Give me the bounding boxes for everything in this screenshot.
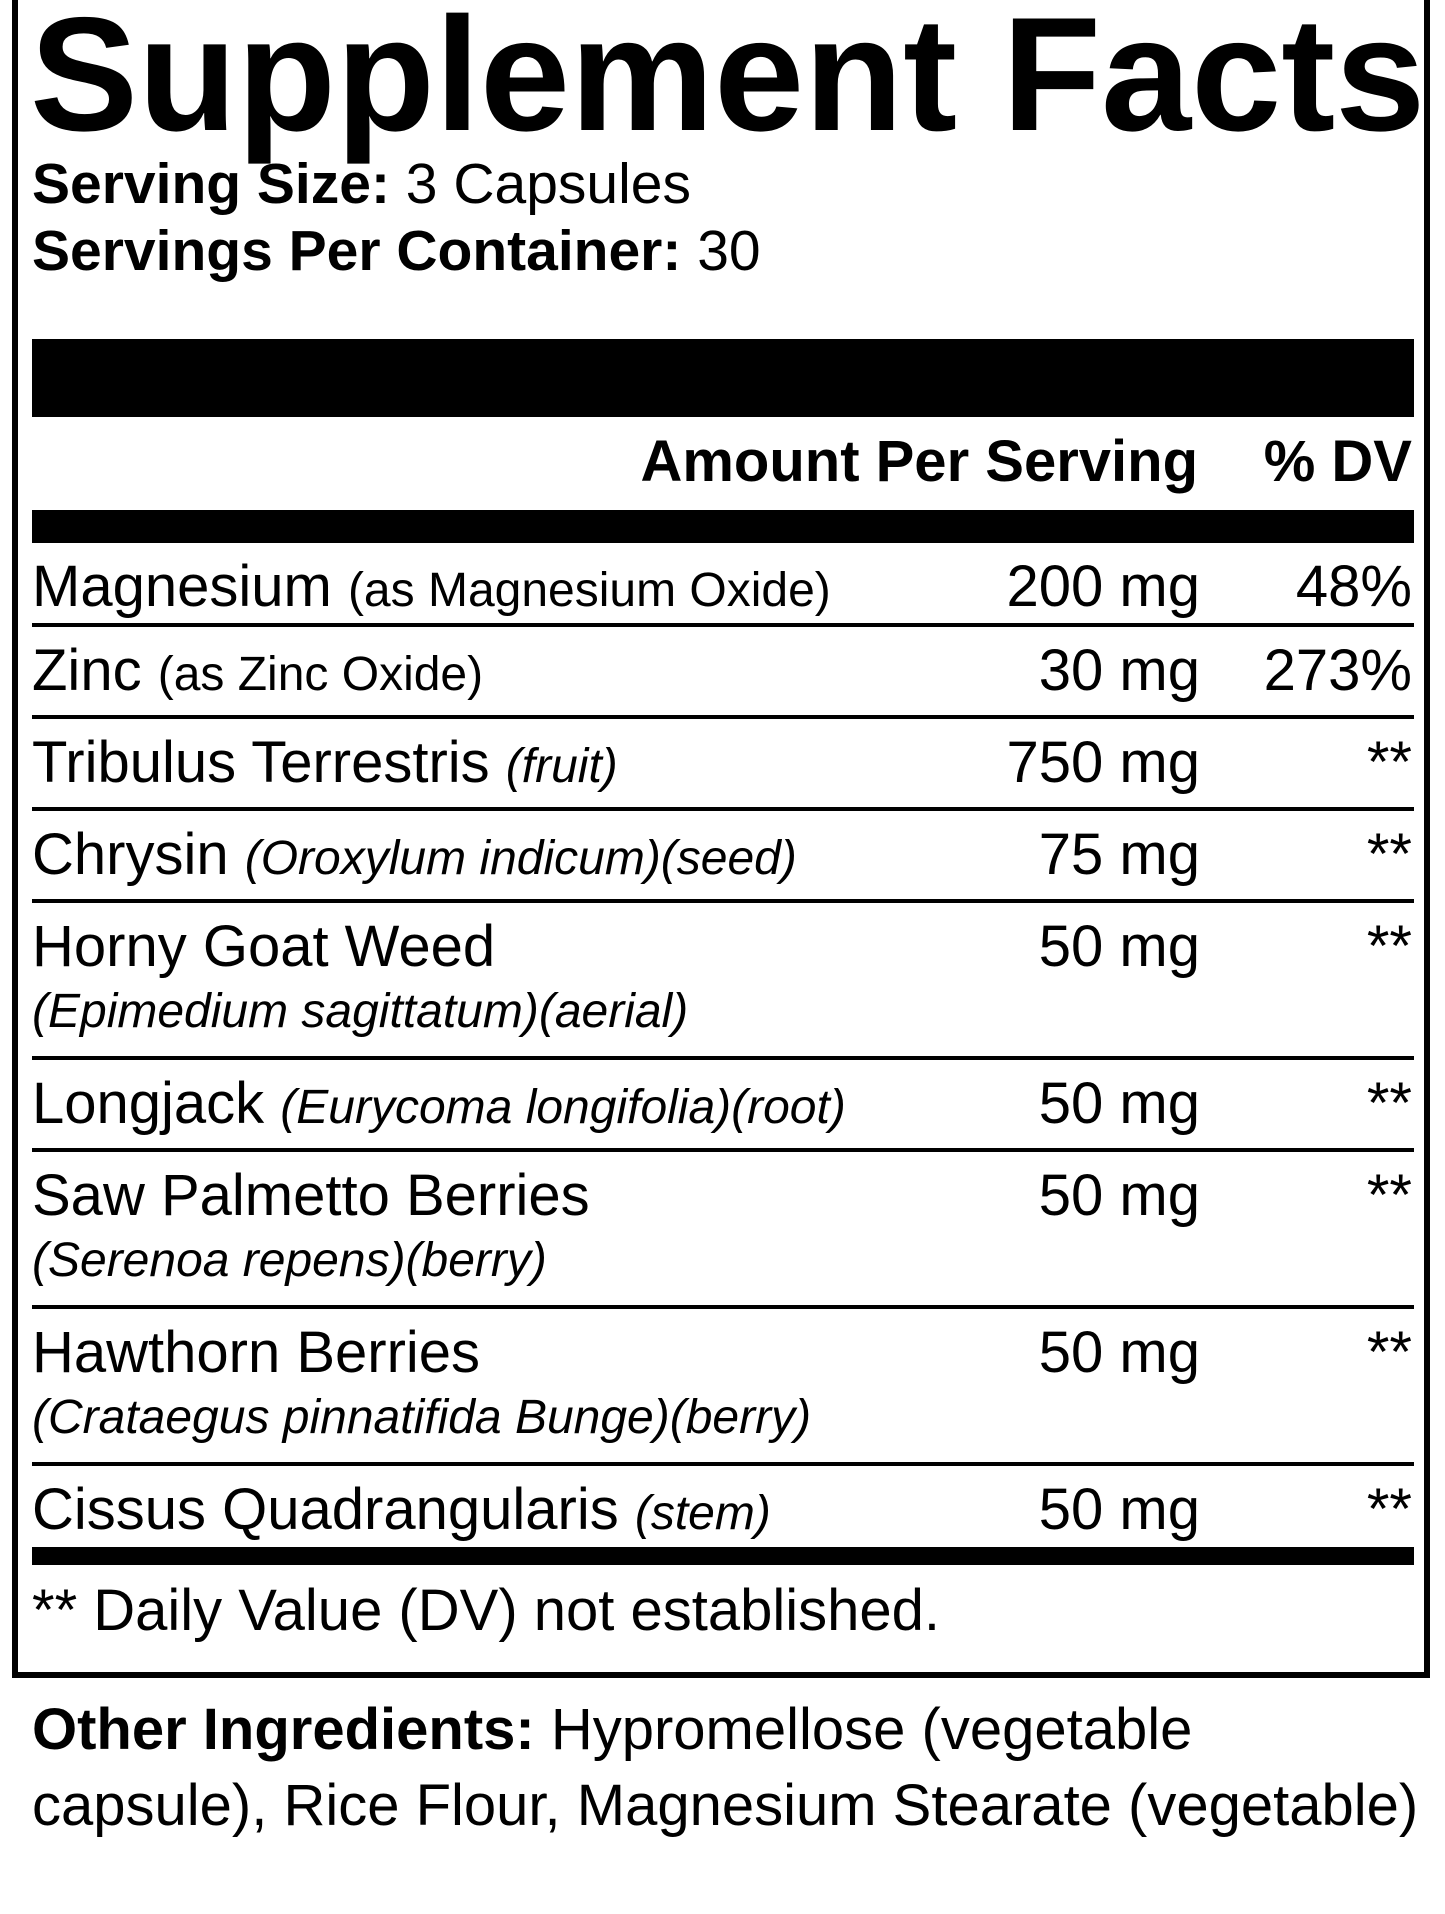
nutrient-amount: 50 mg <box>1038 1071 1200 1136</box>
table-row: Horny Goat Weed (Epimedium sagittatum)(ae… <box>32 903 1414 1060</box>
other-ingredients: Other Ingredients: Hypromellose (vegetab… <box>32 1692 1422 1844</box>
nutrient-name: Hawthorn Berries (Crataegus pinnatifida B… <box>32 1320 812 1444</box>
table-row: Tribulus Terrestris (fruit) 750 mg ** <box>32 719 1414 811</box>
bottom-divider <box>32 1547 1414 1565</box>
nutrient-dv: ** <box>1366 730 1412 795</box>
dv-footnote: ** Daily Value (DV) not established. <box>32 1578 941 1643</box>
table-row: Longjack (Eurycoma longifolia)(root) 50 … <box>32 1060 1414 1152</box>
header-divider <box>32 510 1414 543</box>
nutrient-amount: 75 mg <box>1038 822 1200 887</box>
serving-size: Serving Size: 3 Capsules <box>32 153 691 215</box>
nutrient-amount: 50 mg <box>1038 1477 1200 1542</box>
servings-per-container: Servings Per Container: 30 <box>32 220 761 282</box>
nutrient-name: Tribulus Terrestris (fruit) <box>32 730 618 795</box>
nutrient-dv: 48% <box>1295 554 1412 619</box>
nutrient-amount: 200 mg <box>1006 554 1200 619</box>
table-row: Magnesium (as Magnesium Oxide) 200 mg 48… <box>32 543 1414 627</box>
nutrient-name: Cissus Quadrangularis (stem) <box>32 1477 771 1542</box>
other-ingredients-value: Hypromellose (vegetable capsule), Rice F… <box>32 1697 1419 1838</box>
nutrient-dv: ** <box>1366 1163 1412 1228</box>
nutrient-dv: 273% <box>1263 638 1412 703</box>
thick-divider <box>32 339 1414 417</box>
table-row: Saw Palmetto Berries (Serenoa repens)(ber… <box>32 1152 1414 1309</box>
supplement-facts-panel <box>12 0 1430 1678</box>
nutrient-name: Magnesium (as Magnesium Oxide) <box>32 554 831 619</box>
nutrient-dv: ** <box>1366 822 1412 887</box>
column-header: Amount Per Serving % DV <box>32 424 1414 500</box>
nutrient-name: Saw Palmetto Berries (Serenoa repens)(ber… <box>32 1163 590 1287</box>
servings-per-container-value: 30 <box>697 219 761 283</box>
servings-per-container-label: Servings Per Container: <box>32 219 682 283</box>
serving-size-label: Serving Size: <box>32 152 390 216</box>
nutrient-amount: 30 mg <box>1038 638 1200 703</box>
table-row: Cissus Quadrangularis (stem) 50 mg ** <box>32 1466 1414 1550</box>
serving-size-value: 3 Capsules <box>405 152 691 216</box>
amount-header: Amount Per Serving <box>640 429 1198 494</box>
dv-header: % DV <box>1263 429 1412 494</box>
nutrient-amount: 750 mg <box>1006 730 1200 795</box>
nutrient-dv: ** <box>1366 1477 1412 1542</box>
table-row: Zinc (as Zinc Oxide) 30 mg 273% <box>32 627 1414 719</box>
table-row: Chrysin (Oroxylum indicum)(seed) 75 mg *… <box>32 811 1414 903</box>
nutrient-dv: ** <box>1366 914 1412 979</box>
panel-title: Supplement Facts <box>30 0 1426 165</box>
nutrient-amount: 50 mg <box>1038 1163 1200 1228</box>
nutrient-name: Longjack (Eurycoma longifolia)(root) <box>32 1071 846 1136</box>
table-row: Hawthorn Berries (Crataegus pinnatifida B… <box>32 1309 1414 1466</box>
nutrient-name: Chrysin (Oroxylum indicum)(seed) <box>32 822 797 887</box>
nutrient-amount: 50 mg <box>1038 1320 1200 1385</box>
nutrient-name: Horny Goat Weed (Epimedium sagittatum)(ae… <box>32 914 689 1038</box>
nutrient-amount: 50 mg <box>1038 914 1200 979</box>
nutrient-dv: ** <box>1366 1071 1412 1136</box>
other-ingredients-label: Other Ingredients: <box>32 1697 535 1762</box>
nutrient-dv: ** <box>1366 1320 1412 1385</box>
nutrient-name: Zinc (as Zinc Oxide) <box>32 638 484 703</box>
nutrient-table: Magnesium (as Magnesium Oxide) 200 mg 48… <box>32 543 1414 1550</box>
